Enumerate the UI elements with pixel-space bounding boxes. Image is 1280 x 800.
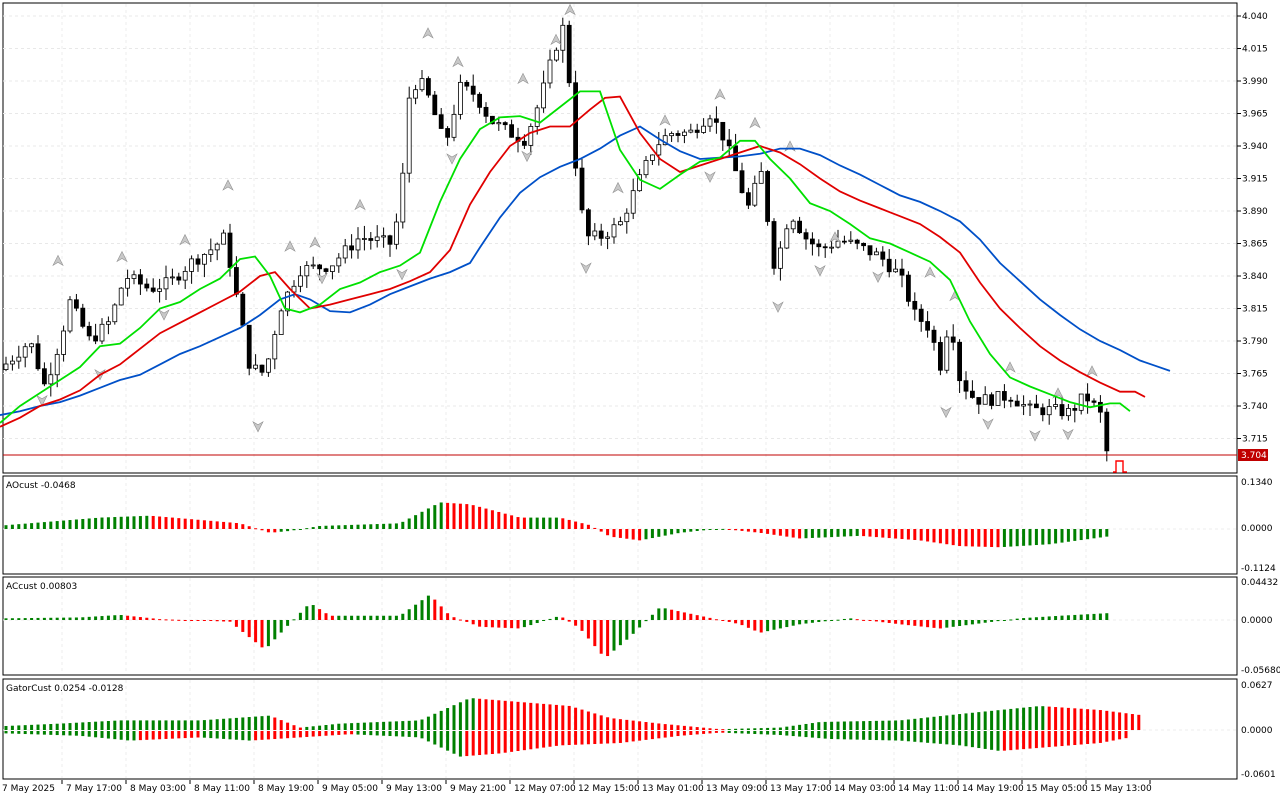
ac-tick-bottom: -0.05680	[1241, 666, 1280, 676]
ao-axis: 0.1340 0.0000 -0.1124	[1241, 478, 1276, 574]
price-tick-label: 3.765	[1242, 370, 1268, 380]
ac-axis: 0.04432 0.0000 -0.05680	[1241, 578, 1280, 676]
ao-title: AOcust -0.0468	[6, 481, 76, 491]
price-axis: 4.040 4.015 3.990 3.965 3.940 3.915 3.890 3.865…	[1237, 12, 1268, 445]
time-label: 15 May 13:00	[1090, 784, 1152, 794]
ac-pane[interactable]: ACcust 0.00803	[2, 576, 1238, 676]
ao-histogram	[4, 502, 1109, 548]
time-label: 15 May 05:00	[1026, 784, 1088, 794]
time-label: 13 May 01:00	[642, 784, 704, 794]
time-label: 8 May 19:00	[258, 784, 314, 794]
current-price-badge: 3.704	[1238, 449, 1268, 461]
price-tick-label: 3.915	[1242, 175, 1268, 185]
time-label: 12 May 15:00	[578, 784, 640, 794]
time-label: 14 May 03:00	[834, 784, 896, 794]
time-label: 9 May 21:00	[450, 784, 506, 794]
price-tick-label: 3.715	[1242, 435, 1268, 445]
alligator-lips-line	[0, 90, 1131, 424]
gator-tick-zero: 0.0000	[1241, 726, 1273, 736]
time-label: 14 May 19:00	[962, 784, 1024, 794]
price-tick-label: 3.740	[1242, 402, 1268, 412]
ao-pane[interactable]: AOcust -0.0468	[2, 475, 1238, 575]
ac-tick-top: 0.04432	[1241, 578, 1278, 588]
price-tick-label: 4.015	[1242, 45, 1268, 55]
signal-icon	[1113, 460, 1127, 473]
time-label: 9 May 13:00	[386, 784, 442, 794]
candlesticks	[3, 17, 1110, 462]
price-tick-label: 3.865	[1242, 240, 1268, 250]
price-grid	[3, 4, 1237, 472]
time-label: 8 May 03:00	[130, 784, 186, 794]
gator-title: GatorCust 0.0254 -0.0128	[6, 684, 124, 694]
price-tick-label: 3.790	[1242, 337, 1268, 347]
ac-tick-zero: 0.0000	[1241, 616, 1273, 626]
gator-axis: 0.0627 0.0000 -0.0601	[1241, 681, 1276, 780]
gator-tick-top: 0.0627	[1241, 681, 1273, 691]
time-label: 7 May 17:00	[66, 784, 122, 794]
price-tick-label: 3.890	[1242, 207, 1268, 217]
price-pane-frame	[2, 2, 1238, 474]
alligator-teeth-line	[0, 95, 1146, 428]
alligator-jaw-line	[0, 125, 1171, 416]
gator-histogram	[4, 698, 1141, 757]
ao-pane-frame	[2, 475, 1238, 575]
price-pane[interactable]	[0, 2, 1238, 474]
ao-tick-bottom: -0.1124	[1241, 564, 1276, 574]
time-axis: 7 May 2025 7 May 17:00 8 May 03:00 8 May 11…	[2, 780, 1152, 794]
ac-title: ACcust 0.00803	[6, 582, 77, 592]
ac-histogram	[4, 595, 1109, 657]
price-tick-label: 3.840	[1242, 272, 1268, 282]
current-price-label: 3.704	[1241, 451, 1267, 461]
price-tick-label: 4.040	[1242, 12, 1268, 22]
gator-tick-bottom: -0.0601	[1241, 770, 1276, 780]
time-label: 7 May 2025	[2, 784, 55, 794]
price-tick-label: 3.990	[1242, 77, 1268, 87]
time-label: 13 May 17:00	[770, 784, 832, 794]
time-label: 14 May 11:00	[898, 784, 960, 794]
gator-pane[interactable]: GatorCust 0.0254 -0.0128	[2, 678, 1238, 780]
time-label: 13 May 09:00	[706, 784, 768, 794]
time-label: 9 May 05:00	[322, 784, 378, 794]
price-tick-label: 3.965	[1242, 110, 1268, 120]
ao-tick-zero: 0.0000	[1241, 524, 1273, 534]
ao-tick-top: 0.1340	[1241, 478, 1273, 488]
time-label: 12 May 07:00	[514, 784, 576, 794]
time-label: 8 May 11:00	[194, 784, 250, 794]
price-tick-label: 3.940	[1242, 142, 1268, 152]
price-tick-label: 3.815	[1242, 305, 1268, 315]
